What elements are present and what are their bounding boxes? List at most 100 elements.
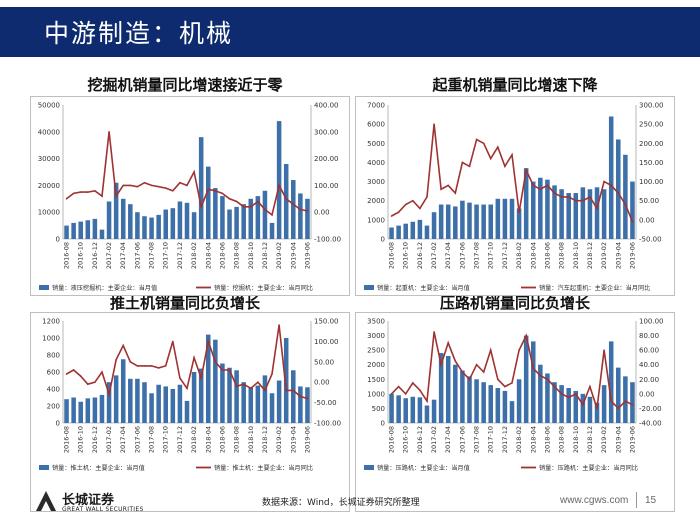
data-source-note: 数据来源：Wind，长城证券研究所整理 — [262, 498, 420, 508]
legend-line-label: 销量：推土机：主要企业：当月同比 — [214, 464, 313, 472]
yoy-point-2017-12 — [504, 165, 506, 168]
website-link[interactable]: www.cgws.com — [560, 495, 629, 506]
bar-2018-07 — [552, 185, 557, 239]
bar-2017-09 — [156, 214, 161, 239]
bar-2018-08 — [234, 206, 239, 239]
y-right-tick-label: -40.00 — [639, 420, 662, 428]
bar-2016-11 — [410, 221, 416, 239]
y-left-tick-label: 4000 — [367, 159, 385, 167]
yoy-point-2019-02 — [278, 324, 280, 326]
yoy-point-2017-07 — [468, 165, 471, 168]
legend-bar-label: 销量：压路机：主要企业：当月值 — [377, 464, 470, 472]
y-right-tick-label: 100.00 — [314, 338, 339, 346]
x-tick-label: 2017-02 — [105, 426, 113, 453]
bar-2019-03 — [608, 116, 614, 239]
yoy-point-2016-11 — [412, 382, 414, 384]
yoy-point-2016-08 — [65, 198, 68, 200]
bar-2018-06 — [545, 373, 550, 423]
yoy-point-2018-04 — [207, 340, 210, 343]
chart-title-crane: 起重机销量同比增速下降 — [432, 76, 598, 94]
bar-2018-04 — [530, 341, 536, 423]
yoy-line — [390, 331, 633, 410]
x-tick-label: 2016-12 — [416, 242, 424, 269]
legend-bar-label: 销量：起重机：主要企业：当月值 — [377, 284, 470, 292]
y-right-tick-label: -100.00 — [314, 236, 341, 244]
x-tick-label: 2017-02 — [430, 242, 438, 269]
x-tick-label: 2017-06 — [458, 242, 466, 269]
yoy-point-2018-06 — [221, 192, 224, 195]
yoy-point-2018-11 — [257, 200, 259, 203]
yoy-point-2017-08 — [150, 184, 153, 187]
bar-2016-09 — [71, 397, 76, 423]
bar-2017-03 — [438, 204, 444, 239]
y-right-tick-label: 50.00 — [639, 197, 659, 205]
yoy-point-2016-08 — [390, 393, 393, 395]
brand-name-en: GREAT WALL SECURITIES — [62, 506, 144, 513]
yoy-point-2018-03 — [200, 206, 202, 208]
bar-2017-08 — [474, 379, 479, 423]
y-right-tick-label: 300.00 — [639, 102, 664, 110]
yoy-point-2018-06 — [546, 378, 549, 381]
bar-2017-11 — [495, 198, 501, 239]
x-tick-label: 2017-10 — [162, 426, 170, 453]
y-right-tick-label: -100.00 — [314, 420, 341, 428]
yoy-point-2018-02 — [518, 349, 520, 351]
yoy-point-2018-07 — [553, 192, 556, 194]
chart-title-excavator: 挖掘机销量同比增速接近于零 — [87, 76, 283, 94]
bar-2017-05 — [453, 364, 458, 423]
bar-2018-01 — [509, 198, 515, 239]
yoy-point-2016-10 — [404, 393, 407, 395]
bar-2018-03 — [523, 335, 529, 423]
yoy-point-2016-09 — [72, 369, 75, 371]
x-tick-label: 2018-02 — [515, 426, 523, 453]
y-left-tick-label: 2500 — [367, 347, 385, 355]
bar-2017-04 — [120, 198, 126, 239]
bar-2018-08 — [559, 385, 564, 423]
x-tick-label: 2017-12 — [501, 426, 509, 453]
bar-2018-04 — [205, 334, 211, 423]
bar-2016-12 — [92, 218, 98, 239]
legend-bar-swatch — [39, 285, 49, 290]
y-right-tick-label: 0.00 — [639, 390, 655, 398]
x-tick-label: 2017-08 — [473, 426, 481, 453]
chart-title-roller: 压路机销量同比负增长 — [439, 294, 590, 312]
yoy-point-2019-06 — [631, 403, 634, 406]
yoy-point-2018-08 — [235, 200, 238, 203]
yoy-point-2017-10 — [164, 365, 167, 367]
x-tick-label: 2016-08 — [63, 242, 71, 269]
yoy-point-2017-04 — [447, 184, 450, 187]
bar-2019-04 — [291, 180, 296, 239]
yoy-point-2018-06 — [546, 184, 549, 187]
yoy-point-2018-11 — [257, 381, 259, 383]
x-tick-label: 2018-10 — [572, 242, 580, 269]
yoy-point-2018-11 — [582, 403, 584, 406]
bar-2016-10 — [403, 223, 408, 239]
x-tick-label: 2017-04 — [119, 426, 127, 453]
y-left-tick-label: 0 — [56, 420, 60, 428]
footer-divider — [636, 492, 637, 508]
y-right-tick-label: 100.00 — [314, 182, 339, 190]
y-right-tick-label: -20.00 — [639, 405, 662, 413]
yoy-point-2019-03 — [285, 198, 287, 200]
bar-2019-05 — [623, 154, 628, 239]
y-left-tick-label: 0 — [381, 420, 385, 428]
bar-2017-03 — [438, 353, 444, 423]
bar-2018-10 — [248, 387, 254, 423]
yoy-point-2017-07 — [143, 181, 146, 184]
bar-2018-04 — [530, 181, 536, 239]
yoy-point-2017-08 — [150, 365, 153, 367]
bar-2017-02 — [431, 212, 437, 239]
bar-2016-09 — [396, 395, 401, 423]
y-left-tick-label: 1200 — [42, 318, 60, 326]
yoy-point-2018-03 — [525, 169, 527, 171]
bar-2019-06 — [630, 382, 635, 423]
yoy-point-2018-12 — [264, 208, 266, 211]
bar-2018-05 — [538, 364, 543, 423]
bar-2018-07 — [227, 367, 232, 423]
x-tick-label: 2019-02 — [600, 242, 608, 269]
yoy-point-2016-11 — [87, 191, 89, 193]
yoy-point-2017-01 — [426, 196, 428, 198]
brand-name: 长城证券 — [62, 493, 115, 508]
bar-2019-01 — [269, 393, 275, 423]
x-tick-label: 2018-12 — [261, 426, 269, 453]
